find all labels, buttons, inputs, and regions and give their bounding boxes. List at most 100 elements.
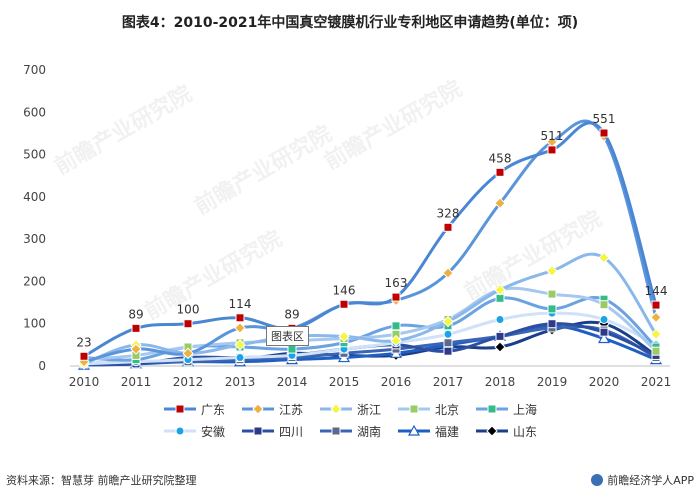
data-label: 23	[76, 335, 91, 349]
watermark-text: 前瞻产业研究院	[320, 76, 466, 176]
data-point	[390, 334, 402, 347]
series-line	[82, 311, 658, 366]
legend-label: 江苏	[278, 402, 303, 417]
data-point	[599, 314, 609, 324]
data-point	[443, 338, 453, 348]
data-point	[287, 344, 297, 354]
legend-label: 山东	[513, 424, 538, 439]
data-label: 328	[437, 206, 460, 220]
series-广东	[79, 121, 661, 361]
x-tick-label: 2012	[173, 375, 204, 389]
data-point	[442, 267, 454, 279]
data-point	[131, 323, 141, 333]
data-point	[443, 329, 453, 339]
legend-swatch-icon	[476, 404, 509, 414]
data-point	[494, 341, 506, 353]
data-point	[495, 167, 505, 177]
legend-swatch-icon	[241, 403, 274, 415]
data-point	[235, 353, 245, 363]
x-tick-label: 2018	[485, 375, 516, 389]
data-point	[338, 330, 350, 343]
data-label-layer: 23 89 100 114 89 146 163 328 458 511 551 144	[76, 112, 667, 349]
y-axis: 0 100 200 300 400 500 600 700	[23, 63, 46, 373]
legend-label: 北京	[435, 402, 460, 417]
legend-item: 上海	[475, 401, 537, 418]
chart-title: 图表4：2010-2021年中国真空镀膜机行业专利地区申请趋势(单位：项)	[121, 15, 579, 31]
legend-swatch-icon	[398, 425, 430, 436]
data-point	[547, 319, 557, 329]
legend-swatch-icon	[398, 404, 430, 414]
legend-label: 浙江	[356, 402, 381, 417]
series-layer	[77, 119, 663, 371]
x-tick-label: 2017	[433, 375, 464, 389]
data-point	[391, 292, 401, 302]
legend-marker	[175, 426, 185, 436]
brand-name: 前瞻经济学人APP	[607, 474, 694, 487]
x-tick-label: 2011	[121, 375, 152, 389]
x-tick-label: 2020	[589, 375, 620, 389]
legend-item: 广东	[163, 401, 225, 418]
data-point	[598, 252, 610, 264]
data-point	[391, 321, 401, 331]
legend-label: 安徽	[200, 424, 225, 439]
data-point	[651, 300, 661, 310]
legend-item: 安徽	[163, 423, 225, 440]
series-line	[82, 325, 658, 366]
legend-item: 浙江	[319, 401, 381, 418]
data-point	[494, 197, 506, 209]
brand-footer: 前瞻经济学人APP	[591, 472, 694, 488]
x-axis: 2010 2011 2012 2013 2014 2015 2016 2017 2018 2019…	[69, 365, 671, 389]
x-tick-label: 2015	[329, 375, 360, 389]
x-tick-label: 2013	[225, 375, 256, 389]
legend-swatch-icon	[163, 404, 196, 414]
y-tick-label: 100	[23, 317, 46, 331]
data-point	[235, 313, 245, 323]
y-tick-label: 200	[23, 274, 46, 288]
data-point	[130, 343, 142, 355]
legend-swatch-icon	[476, 425, 509, 437]
x-tick-label: 2019	[537, 375, 568, 389]
data-label: 458	[489, 151, 512, 165]
y-tick-label: 300	[23, 232, 46, 246]
legend: 广东 江苏 浙江 北京 上海 安徽 四川 湖南 福建 山东	[0, 398, 700, 442]
chart-area-tooltip: 图表区	[266, 326, 309, 346]
legend-item: 北京	[397, 401, 459, 418]
legend-item: 江苏	[241, 401, 303, 418]
data-point	[599, 327, 609, 337]
data-point	[547, 289, 557, 299]
data-label: 100	[177, 303, 200, 317]
series-line	[82, 322, 658, 366]
legend-marker	[330, 403, 342, 415]
data-point	[650, 328, 662, 340]
data-point	[651, 346, 661, 356]
legend-marker	[175, 404, 185, 414]
data-point	[597, 332, 611, 344]
legend-label: 福建	[435, 424, 460, 439]
data-point	[234, 339, 246, 351]
data-point	[495, 314, 505, 324]
y-tick-label: 700	[23, 63, 46, 77]
legend-marker	[487, 404, 497, 414]
data-point	[442, 315, 454, 328]
data-point	[339, 299, 349, 309]
legend-row: 安徽 四川 湖南 福建 山东	[0, 420, 700, 442]
data-label: 551	[593, 112, 616, 126]
data-point	[79, 351, 89, 361]
legend-label: 湖南	[356, 424, 381, 439]
data-point	[234, 322, 246, 334]
legend-item: 福建	[397, 423, 459, 440]
data-point	[546, 265, 558, 277]
legend-label: 上海	[513, 402, 538, 417]
data-point	[547, 145, 557, 155]
data-label: 89	[284, 307, 299, 321]
legend-swatch-icon	[319, 426, 352, 436]
data-point	[183, 319, 193, 329]
data-point	[495, 331, 505, 341]
legend-marker	[253, 426, 263, 436]
y-tick-label: 0	[38, 359, 46, 373]
data-point	[494, 284, 506, 296]
legend-label: 广东	[200, 402, 225, 417]
data-point	[650, 311, 662, 324]
legend-marker	[409, 404, 419, 414]
